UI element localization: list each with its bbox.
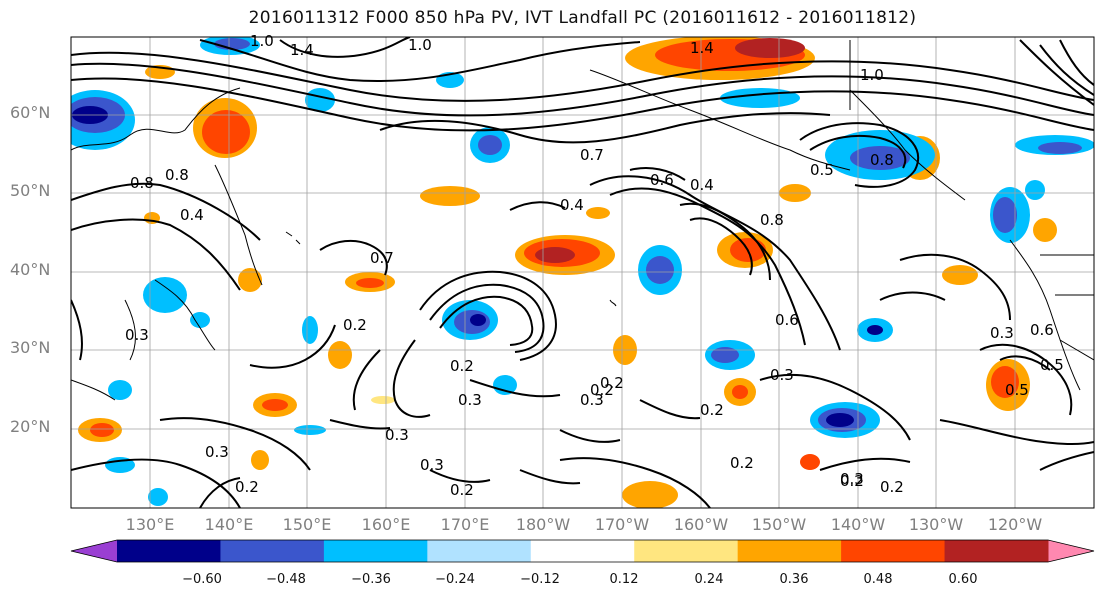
colorbar-segment bbox=[944, 540, 1049, 562]
lat-label: 40°N bbox=[10, 260, 51, 279]
contour-label: 0.5 bbox=[1040, 356, 1064, 374]
contour-label: 0.2 bbox=[600, 374, 624, 392]
colorbar bbox=[70, 539, 1095, 563]
contour-label: 0.6 bbox=[1030, 321, 1054, 339]
contour-label: 0.6 bbox=[775, 311, 799, 329]
colorbar-tick: 0.24 bbox=[694, 572, 724, 587]
lat-label: 30°N bbox=[10, 338, 51, 357]
contour-label: 0.2 bbox=[730, 454, 754, 472]
contour-label: 0.3 bbox=[770, 366, 794, 384]
contour-label: 0.7 bbox=[580, 146, 604, 164]
map-frame bbox=[70, 36, 1095, 509]
lon-label: 150°W bbox=[751, 515, 807, 534]
contour-label: 1.4 bbox=[690, 39, 714, 57]
lon-label: 130°E bbox=[125, 515, 175, 534]
contour-label: 0.3 bbox=[840, 470, 864, 488]
colorbar-tick: 0.60 bbox=[948, 572, 978, 587]
colorbar-segment bbox=[323, 540, 428, 562]
lon-label: 170°E bbox=[440, 515, 490, 534]
lon-label: 180°W bbox=[515, 515, 571, 534]
colorbar-tick: −0.24 bbox=[435, 572, 475, 587]
colorbar-tick: 0.12 bbox=[609, 572, 639, 587]
contour-label: 1.0 bbox=[860, 66, 884, 84]
colorbar-tick: 0.48 bbox=[863, 572, 893, 587]
contour-label: 0.8 bbox=[130, 174, 154, 192]
lon-label: 120°W bbox=[987, 515, 1043, 534]
lon-label: 140°W bbox=[830, 515, 886, 534]
lat-label: 20°N bbox=[10, 417, 51, 436]
colorbar-tick: −0.36 bbox=[351, 572, 391, 587]
contour-label: 0.2 bbox=[235, 478, 259, 496]
contour-label: 0.3 bbox=[205, 443, 229, 461]
contour-label: 0.2 bbox=[880, 478, 904, 496]
colorbar-outline bbox=[70, 539, 1095, 563]
lat-label: 60°N bbox=[10, 103, 51, 122]
contour-label: 1.0 bbox=[408, 36, 432, 54]
contour-label: 0.3 bbox=[125, 326, 149, 344]
contour-label: 0.4 bbox=[560, 196, 584, 214]
lon-label: 170°W bbox=[594, 515, 650, 534]
ivt-contours bbox=[71, 37, 1094, 508]
colorbar-segment bbox=[530, 540, 635, 562]
contour-label: 0.7 bbox=[370, 249, 394, 267]
contour-label: 0.4 bbox=[180, 206, 204, 224]
colorbar-segment bbox=[737, 540, 842, 562]
lon-label: 130°W bbox=[908, 515, 964, 534]
map-title: 2016011312 F000 850 hPa PV, IVT Landfall… bbox=[248, 8, 917, 28]
lon-label: 160°E bbox=[361, 515, 411, 534]
contour-label: 0.5 bbox=[1005, 381, 1029, 399]
contour-label: 0.2 bbox=[450, 357, 474, 375]
colorbar-segment bbox=[427, 540, 532, 562]
colorbar-segment bbox=[634, 540, 739, 562]
contour-label: 0.2 bbox=[450, 481, 474, 499]
colorbar-segment bbox=[220, 540, 325, 562]
colorbar-segment bbox=[841, 540, 946, 562]
contour-label: 0.8 bbox=[870, 151, 894, 169]
contour-label: 0.2 bbox=[840, 472, 864, 490]
contour-label: 0.3 bbox=[990, 324, 1014, 342]
colorbar-tick: −0.12 bbox=[520, 572, 560, 587]
contour-label: 0.3 bbox=[458, 391, 482, 409]
lon-label: 160°W bbox=[673, 515, 729, 534]
contour-label: 0.6 bbox=[650, 171, 674, 189]
contour-label: 0.4 bbox=[690, 176, 714, 194]
contour-label: 0.8 bbox=[760, 211, 784, 229]
contour-label: 0.3 bbox=[580, 391, 604, 409]
contour-label: 0.8 bbox=[165, 166, 189, 184]
lon-label: 140°E bbox=[204, 515, 254, 534]
contour-label: 0.2 bbox=[590, 381, 614, 399]
lon-label: 150°E bbox=[282, 515, 332, 534]
colorbar-tick: 0.36 bbox=[779, 572, 809, 587]
colorbar-extend-min bbox=[71, 540, 117, 562]
contour-label: 0.5 bbox=[810, 161, 834, 179]
contour-label: 1.0 bbox=[250, 32, 274, 50]
colorbar-tick: −0.60 bbox=[182, 572, 222, 587]
colorbar-segment bbox=[117, 540, 221, 562]
contour-label: 0.2 bbox=[343, 316, 367, 334]
contour-label: 0.3 bbox=[420, 456, 444, 474]
contour-label: 0.2 bbox=[700, 401, 724, 419]
contour-label: 0.3 bbox=[385, 426, 409, 444]
coastlines bbox=[71, 40, 1094, 401]
lat-label: 50°N bbox=[10, 181, 51, 200]
colorbar-tick: −0.48 bbox=[266, 572, 306, 587]
contour-label: 1.4 bbox=[290, 41, 314, 59]
colorbar-extend-max bbox=[1048, 540, 1094, 562]
